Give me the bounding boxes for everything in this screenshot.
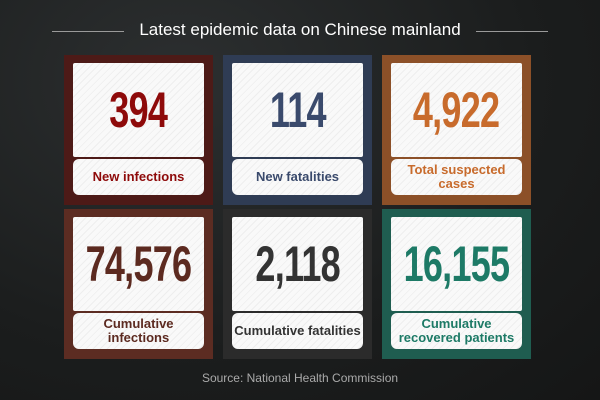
- stat-label: Total suspected cases: [391, 159, 522, 195]
- stat-value-panel: 74,576: [73, 217, 204, 311]
- stat-card: 114 New fatalities: [223, 55, 372, 205]
- stat-value-panel: 2,118: [232, 217, 363, 311]
- stat-card: 16,155 Cumulative recovered patients: [382, 209, 531, 359]
- stat-value-panel: 394: [73, 63, 204, 157]
- stat-label: New infections: [73, 159, 204, 195]
- stat-value: 16,155: [403, 236, 511, 292]
- stat-value-panel: 114: [232, 63, 363, 157]
- title-divider-right: [476, 31, 548, 32]
- stat-value: 2,118: [255, 236, 340, 292]
- source-note: Source: National Health Commission: [201, 371, 399, 385]
- stat-value-panel: 16,155: [391, 217, 522, 311]
- stat-label: New fatalities: [232, 159, 363, 195]
- stat-value-panel: 4,922: [391, 63, 522, 157]
- stat-label: Cumulative infections: [73, 313, 204, 349]
- stat-value: 4,922: [413, 82, 500, 138]
- title-divider-left: [52, 31, 124, 32]
- stat-card: 2,118 Cumulative fatalities: [223, 209, 372, 359]
- stat-label: Cumulative recovered patients: [391, 313, 522, 349]
- stat-label: Cumulative fatalities: [232, 313, 363, 349]
- stat-card: 4,922 Total suspected cases: [382, 55, 531, 205]
- stat-value: 74,576: [85, 236, 193, 292]
- stat-card: 394 New infections: [64, 55, 213, 205]
- stat-card: 74,576 Cumulative infections: [64, 209, 213, 359]
- stat-value: 114: [269, 82, 327, 138]
- stat-value: 394: [109, 82, 169, 138]
- page-title: Latest epidemic data on Chinese mainland: [139, 20, 461, 39]
